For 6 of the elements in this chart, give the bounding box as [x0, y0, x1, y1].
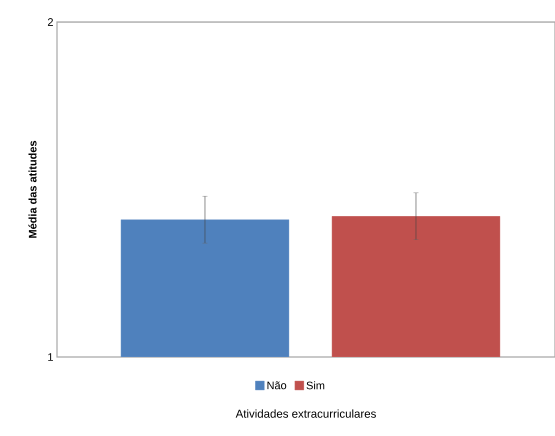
y-tick-label: 1	[48, 353, 53, 361]
y-tick-label: 2	[48, 18, 53, 26]
legend-label: Não	[267, 381, 286, 390]
y-axis-title: Média das atitudes	[28, 140, 37, 238]
x-axis-title: Atividades extracurriculares	[236, 409, 376, 418]
legend-label: Sim	[306, 381, 324, 390]
